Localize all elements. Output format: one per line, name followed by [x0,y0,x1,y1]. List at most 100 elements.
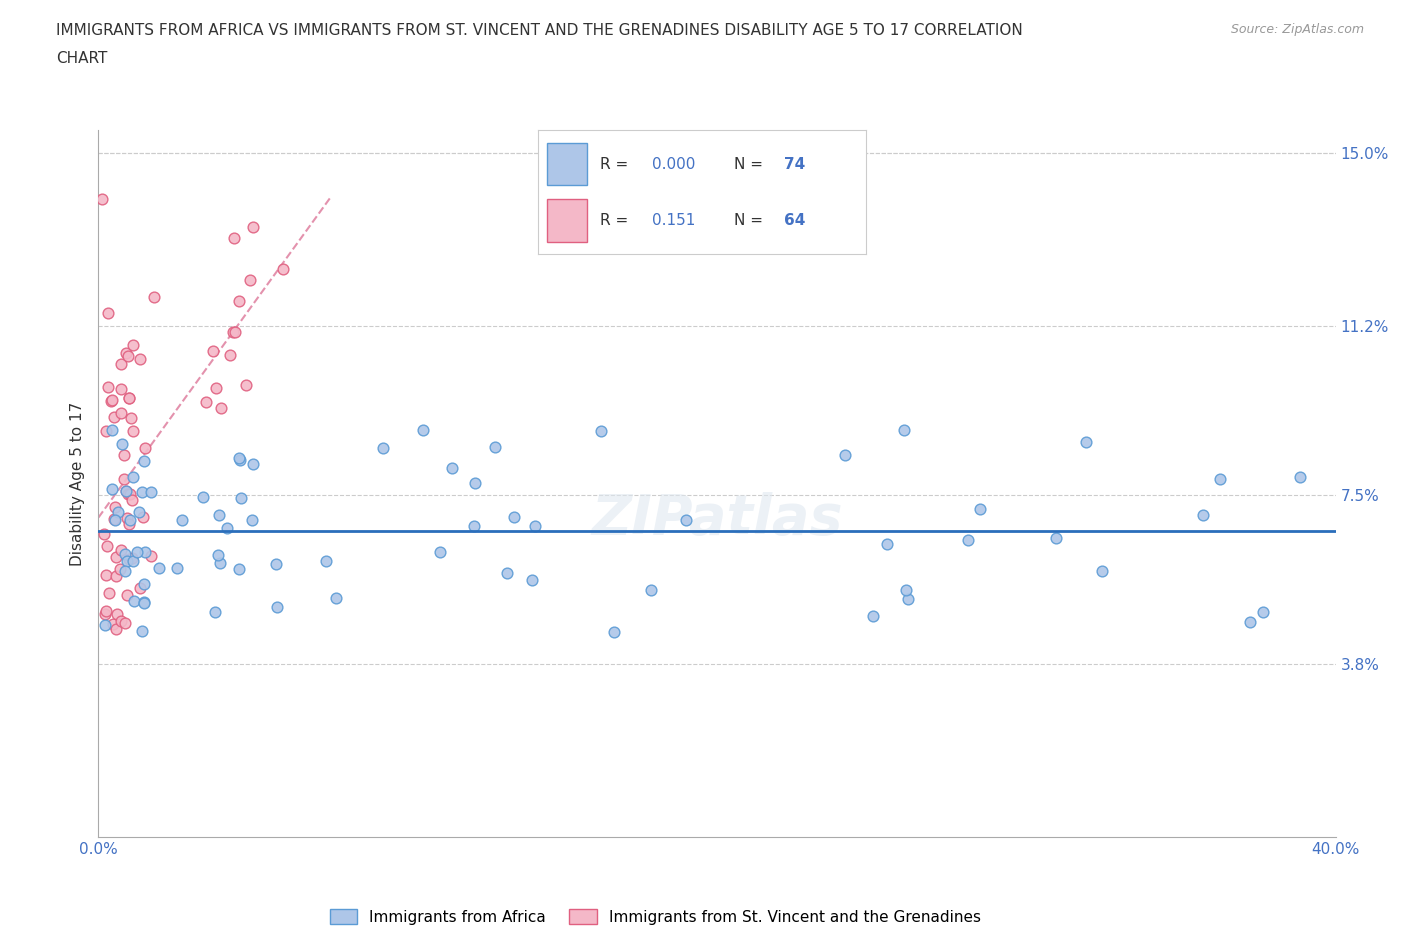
Point [110,542,132,557]
Point [128,505,150,520]
Point [273,262,295,277]
Point [118,391,141,405]
Point [131,623,153,638]
Point [128,352,150,366]
Point [228,561,250,576]
Point [132,595,155,610]
Point [228,294,250,309]
Point [132,510,155,525]
Point [94,618,117,632]
Point [315,553,337,568]
Point [94,568,117,583]
Point [876,537,898,551]
Point [97,305,120,320]
Point [170,513,193,528]
Point [115,484,138,498]
Point [115,511,138,525]
Point [148,561,170,576]
Point [105,621,128,636]
Point [129,580,152,595]
Point [209,401,232,416]
Point [103,512,125,526]
Point [117,486,139,501]
Point [120,411,142,426]
Point [266,599,288,614]
Point [122,423,145,438]
Point [121,470,143,485]
Point [222,231,245,246]
Point [111,437,134,452]
Point [118,512,141,527]
Point [131,485,153,499]
Point [107,606,129,621]
Point [463,519,485,534]
Point [956,532,979,547]
Point [194,394,217,409]
Point [110,614,132,629]
Point [1091,564,1114,578]
Point [224,325,246,339]
Text: CHART: CHART [56,51,108,66]
Point [969,501,991,516]
Point [118,391,141,405]
Point [132,577,155,591]
Point [101,392,124,407]
Point [120,486,142,501]
Point [240,512,263,527]
Point [440,460,463,475]
Point [141,485,163,499]
Y-axis label: Disability Age 5 to 17: Disability Age 5 to 17 [69,402,84,565]
Point [242,219,264,234]
Point [118,516,141,531]
Point [90,192,112,206]
Point [239,272,262,287]
Point [97,585,120,600]
Point [100,394,122,409]
Point [524,519,547,534]
Point [118,552,141,567]
Point [412,423,434,438]
Point [166,560,188,575]
Point [221,324,243,339]
Point [495,565,517,580]
Point [834,447,856,462]
Point [114,564,136,578]
Point [122,338,145,352]
Point [522,573,544,588]
Point [101,617,124,631]
Point [115,587,138,602]
Point [1045,531,1067,546]
Point [101,482,124,497]
Point [204,604,226,619]
Point [1076,434,1098,449]
Point [893,423,915,438]
Text: IMMIGRANTS FROM AFRICA VS IMMIGRANTS FROM ST. VINCENT AND THE GRENADINES DISABIL: IMMIGRANTS FROM AFRICA VS IMMIGRANTS FRO… [56,23,1024,38]
Point [134,545,156,560]
Point [201,343,224,358]
Point [105,568,128,583]
Point [97,379,120,394]
Point [229,490,252,505]
Point [110,405,132,420]
Point [107,505,129,520]
Point [110,381,132,396]
Point [122,594,145,609]
Point [264,557,287,572]
Point [114,616,136,631]
Point [96,538,118,553]
Point [93,526,115,541]
Point [219,348,242,363]
Point [110,562,132,577]
Point [675,512,697,527]
Point [121,553,143,568]
Point [103,410,125,425]
Point [640,583,662,598]
Text: Source: ZipAtlas.com: Source: ZipAtlas.com [1230,23,1364,36]
Text: ZIPatlas: ZIPatlas [592,492,842,546]
Point [1239,614,1261,629]
Point [110,356,132,371]
Point [373,441,395,456]
Point [94,424,117,439]
Point [603,625,626,640]
Point [894,583,917,598]
